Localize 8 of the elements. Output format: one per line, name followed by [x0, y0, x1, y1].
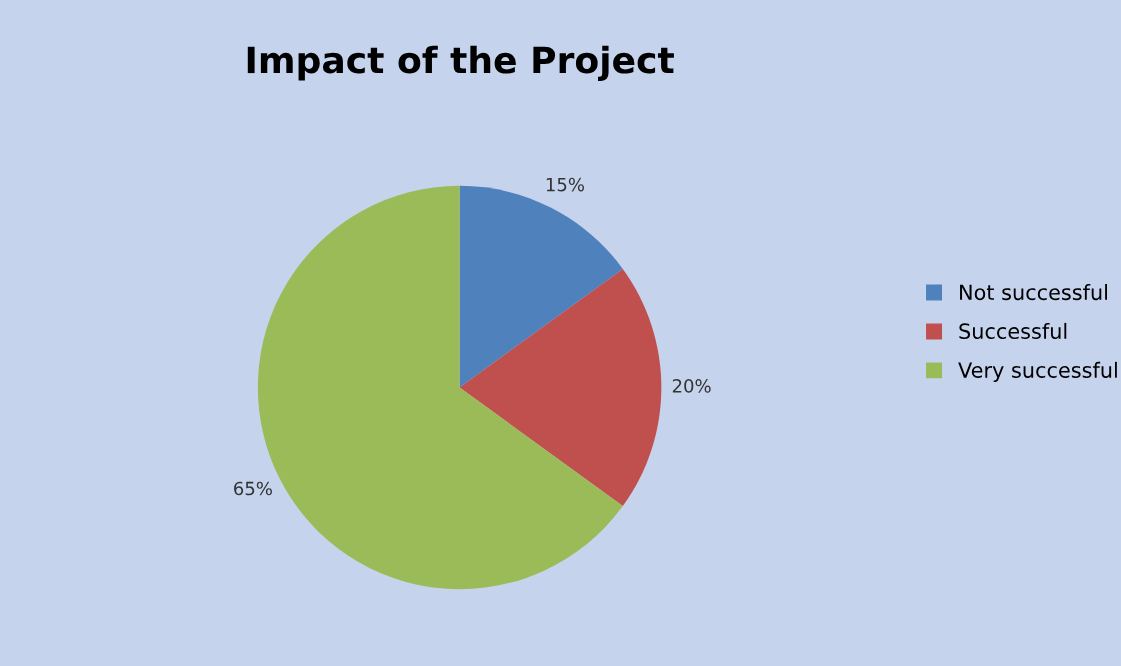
data-label: 65%: [234, 481, 272, 496]
data-label: 20%: [672, 379, 711, 393]
chart-title: Impact of the Project: [247, 45, 674, 81]
legend-label: Very successful: [958, 361, 1117, 382]
data-label: 15%: [546, 177, 584, 192]
pie-slice: [459, 268, 662, 507]
legend-label: Not successful: [960, 284, 1107, 301]
legend-label: Successful: [959, 322, 1067, 340]
